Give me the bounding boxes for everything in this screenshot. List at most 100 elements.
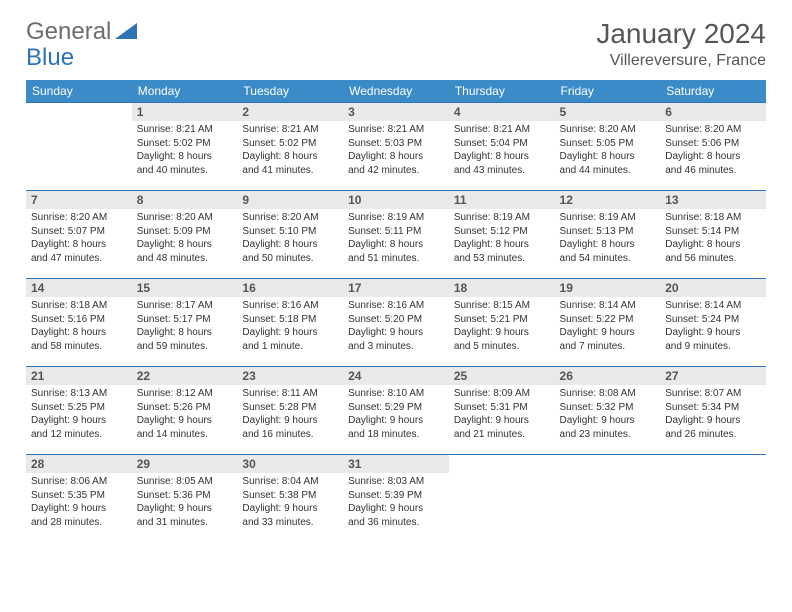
daylight-line2: and 9 minutes. [665, 340, 761, 354]
day-number: 7 [26, 191, 132, 209]
day-details: Sunrise: 8:16 AMSunset: 5:18 PMDaylight:… [237, 297, 343, 357]
daylight-line1: Daylight: 8 hours [31, 326, 127, 340]
sunset-text: Sunset: 5:03 PM [348, 137, 444, 151]
daylight-line2: and 42 minutes. [348, 164, 444, 178]
day-details: Sunrise: 8:08 AMSunset: 5:32 PMDaylight:… [555, 385, 661, 445]
daylight-line2: and 1 minute. [242, 340, 338, 354]
sunset-text: Sunset: 5:31 PM [454, 401, 550, 415]
daylight-line2: and 48 minutes. [137, 252, 233, 266]
daylight-line1: Daylight: 8 hours [665, 238, 761, 252]
daylight-line1: Daylight: 9 hours [560, 414, 656, 428]
sunset-text: Sunset: 5:17 PM [137, 313, 233, 327]
month-title: January 2024 [596, 18, 766, 50]
sunset-text: Sunset: 5:39 PM [348, 489, 444, 503]
weekday-header: Friday [555, 80, 661, 103]
day-number: 30 [237, 455, 343, 473]
sunset-text: Sunset: 5:29 PM [348, 401, 444, 415]
sunrise-text: Sunrise: 8:21 AM [454, 123, 550, 137]
sunrise-text: Sunrise: 8:21 AM [242, 123, 338, 137]
sunset-text: Sunset: 5:11 PM [348, 225, 444, 239]
daylight-line1: Daylight: 8 hours [137, 238, 233, 252]
daylight-line1: Daylight: 9 hours [348, 414, 444, 428]
daylight-line2: and 44 minutes. [560, 164, 656, 178]
daylight-line1: Daylight: 9 hours [665, 326, 761, 340]
day-number: 28 [26, 455, 132, 473]
day-details: Sunrise: 8:18 AMSunset: 5:14 PMDaylight:… [660, 209, 766, 269]
calendar-body: 1Sunrise: 8:21 AMSunset: 5:02 PMDaylight… [26, 103, 766, 543]
weekday-header: Wednesday [343, 80, 449, 103]
day-details: Sunrise: 8:21 AMSunset: 5:03 PMDaylight:… [343, 121, 449, 181]
day-number: 27 [660, 367, 766, 385]
calendar-week-row: 21Sunrise: 8:13 AMSunset: 5:25 PMDayligh… [26, 367, 766, 455]
sunset-text: Sunset: 5:16 PM [31, 313, 127, 327]
daylight-line2: and 58 minutes. [31, 340, 127, 354]
sunrise-text: Sunrise: 8:07 AM [665, 387, 761, 401]
sunset-text: Sunset: 5:02 PM [137, 137, 233, 151]
daylight-line2: and 51 minutes. [348, 252, 444, 266]
calendar-cell: 17Sunrise: 8:16 AMSunset: 5:20 PMDayligh… [343, 279, 449, 367]
sunrise-text: Sunrise: 8:11 AM [242, 387, 338, 401]
daylight-line1: Daylight: 9 hours [242, 414, 338, 428]
calendar-cell [26, 103, 132, 191]
day-details: Sunrise: 8:13 AMSunset: 5:25 PMDaylight:… [26, 385, 132, 445]
daylight-line1: Daylight: 8 hours [348, 150, 444, 164]
day-number: 20 [660, 279, 766, 297]
daylight-line1: Daylight: 8 hours [454, 150, 550, 164]
day-number: 19 [555, 279, 661, 297]
day-details: Sunrise: 8:16 AMSunset: 5:20 PMDaylight:… [343, 297, 449, 357]
sunset-text: Sunset: 5:05 PM [560, 137, 656, 151]
day-details: Sunrise: 8:12 AMSunset: 5:26 PMDaylight:… [132, 385, 238, 445]
sunrise-text: Sunrise: 8:18 AM [665, 211, 761, 225]
calendar-cell: 19Sunrise: 8:14 AMSunset: 5:22 PMDayligh… [555, 279, 661, 367]
day-details: Sunrise: 8:18 AMSunset: 5:16 PMDaylight:… [26, 297, 132, 357]
calendar-cell: 7Sunrise: 8:20 AMSunset: 5:07 PMDaylight… [26, 191, 132, 279]
sunset-text: Sunset: 5:24 PM [665, 313, 761, 327]
calendar-cell: 21Sunrise: 8:13 AMSunset: 5:25 PMDayligh… [26, 367, 132, 455]
day-details: Sunrise: 8:03 AMSunset: 5:39 PMDaylight:… [343, 473, 449, 533]
day-number: 23 [237, 367, 343, 385]
calendar-week-row: 14Sunrise: 8:18 AMSunset: 5:16 PMDayligh… [26, 279, 766, 367]
calendar-cell: 23Sunrise: 8:11 AMSunset: 5:28 PMDayligh… [237, 367, 343, 455]
daylight-line2: and 16 minutes. [242, 428, 338, 442]
calendar-cell: 3Sunrise: 8:21 AMSunset: 5:03 PMDaylight… [343, 103, 449, 191]
day-number: 10 [343, 191, 449, 209]
daylight-line2: and 18 minutes. [348, 428, 444, 442]
daylight-line2: and 53 minutes. [454, 252, 550, 266]
sunrise-text: Sunrise: 8:20 AM [560, 123, 656, 137]
daylight-line2: and 36 minutes. [348, 516, 444, 530]
sunrise-text: Sunrise: 8:12 AM [137, 387, 233, 401]
day-number: 1 [132, 103, 238, 121]
calendar-cell: 31Sunrise: 8:03 AMSunset: 5:39 PMDayligh… [343, 455, 449, 543]
day-details: Sunrise: 8:15 AMSunset: 5:21 PMDaylight:… [449, 297, 555, 357]
day-details: Sunrise: 8:19 AMSunset: 5:12 PMDaylight:… [449, 209, 555, 269]
day-number: 17 [343, 279, 449, 297]
day-number: 3 [343, 103, 449, 121]
daylight-line1: Daylight: 8 hours [137, 150, 233, 164]
daylight-line2: and 33 minutes. [242, 516, 338, 530]
daylight-line2: and 40 minutes. [137, 164, 233, 178]
calendar-cell: 16Sunrise: 8:16 AMSunset: 5:18 PMDayligh… [237, 279, 343, 367]
sunrise-text: Sunrise: 8:09 AM [454, 387, 550, 401]
daylight-line1: Daylight: 9 hours [454, 414, 550, 428]
day-number: 22 [132, 367, 238, 385]
sunset-text: Sunset: 5:34 PM [665, 401, 761, 415]
sunset-text: Sunset: 5:36 PM [137, 489, 233, 503]
sunset-text: Sunset: 5:07 PM [31, 225, 127, 239]
calendar-cell: 15Sunrise: 8:17 AMSunset: 5:17 PMDayligh… [132, 279, 238, 367]
sunrise-text: Sunrise: 8:19 AM [454, 211, 550, 225]
sunset-text: Sunset: 5:35 PM [31, 489, 127, 503]
day-details: Sunrise: 8:20 AMSunset: 5:07 PMDaylight:… [26, 209, 132, 269]
daylight-line2: and 31 minutes. [137, 516, 233, 530]
calendar-cell: 8Sunrise: 8:20 AMSunset: 5:09 PMDaylight… [132, 191, 238, 279]
sunrise-text: Sunrise: 8:20 AM [31, 211, 127, 225]
day-number: 8 [132, 191, 238, 209]
sunrise-text: Sunrise: 8:16 AM [348, 299, 444, 313]
daylight-line1: Daylight: 9 hours [665, 414, 761, 428]
weekday-header: Saturday [660, 80, 766, 103]
calendar-week-row: 7Sunrise: 8:20 AMSunset: 5:07 PMDaylight… [26, 191, 766, 279]
calendar-cell: 6Sunrise: 8:20 AMSunset: 5:06 PMDaylight… [660, 103, 766, 191]
day-details: Sunrise: 8:20 AMSunset: 5:10 PMDaylight:… [237, 209, 343, 269]
logo-triangle-icon [115, 21, 137, 39]
daylight-line2: and 54 minutes. [560, 252, 656, 266]
daylight-line2: and 47 minutes. [31, 252, 127, 266]
